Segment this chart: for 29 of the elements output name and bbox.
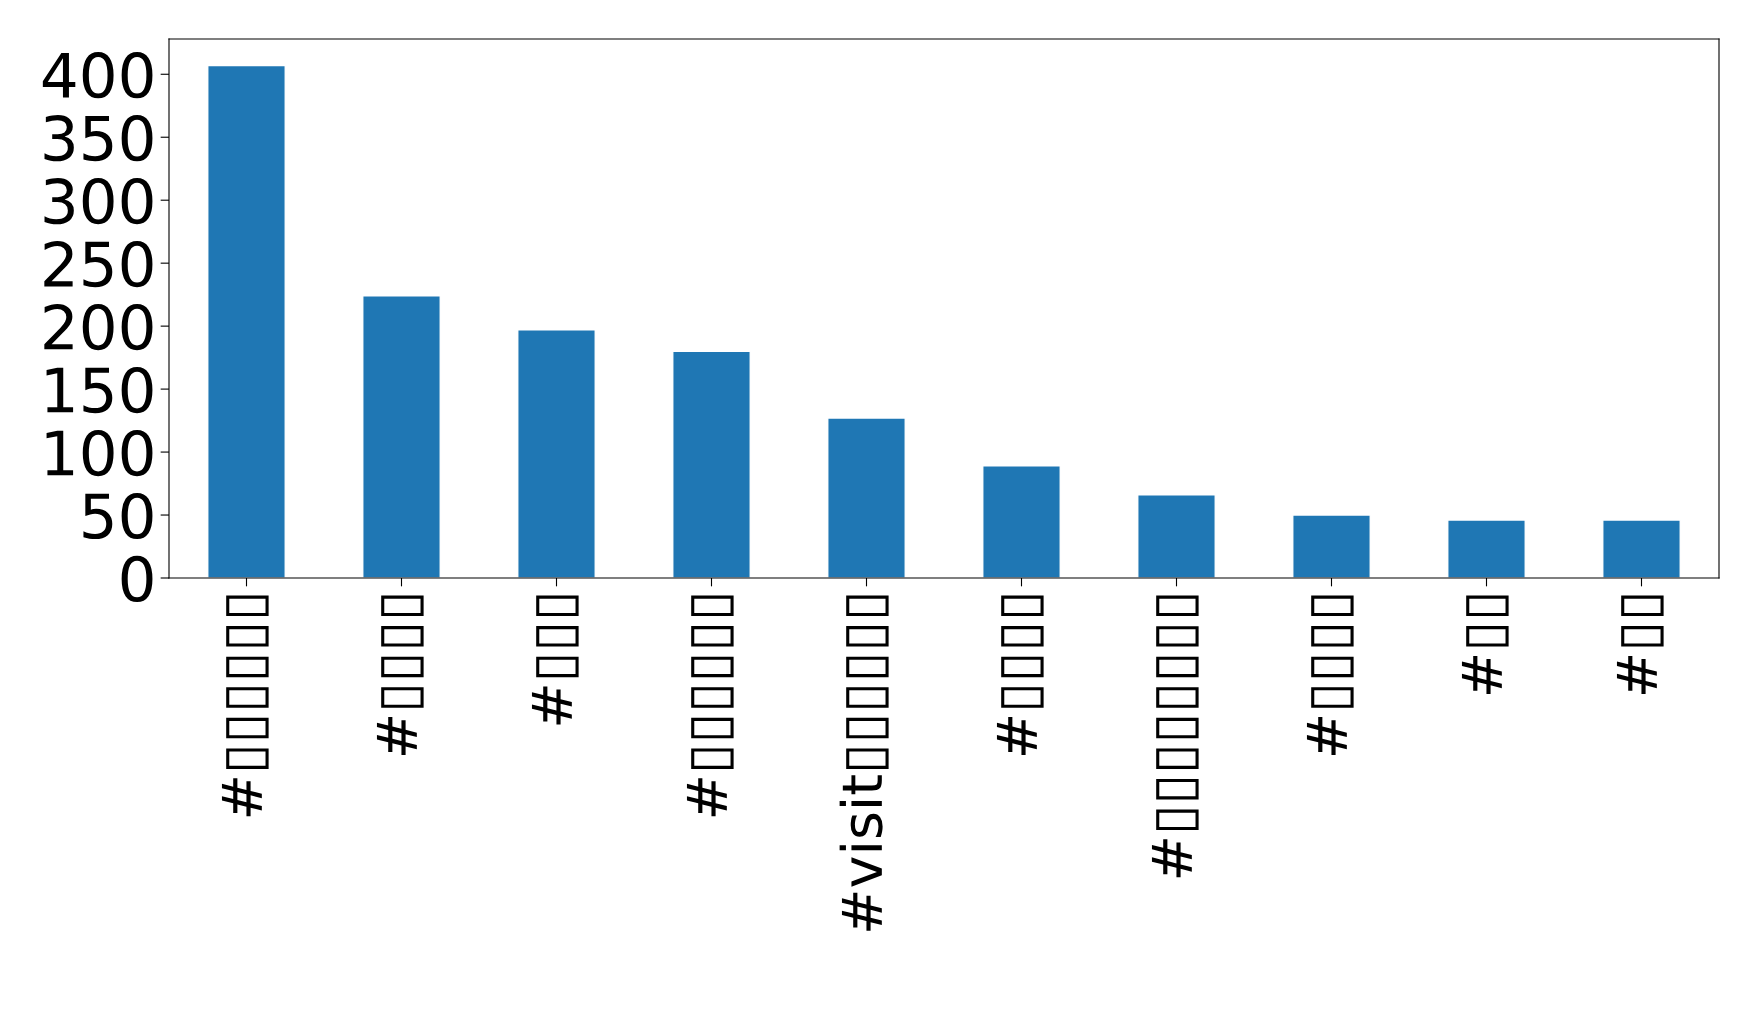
- bar: [827, 417, 906, 578]
- bar: [362, 295, 441, 578]
- bar: [1602, 519, 1681, 578]
- y-tick-label: 200: [44, 303, 153, 351]
- y-tick-label: 150: [46, 366, 153, 414]
- x-tick-label: #▯▯▯▯: [1306, 595, 1354, 756]
- x-tick-label: #▯▯: [1461, 595, 1509, 694]
- bar: [1292, 514, 1371, 578]
- x-tick-label: #▯▯▯▯▯▯: [686, 595, 734, 817]
- x-tick-label: #visit▯▯▯▯▯▯: [839, 595, 889, 931]
- bar: [672, 350, 751, 578]
- y-tick-label: 50: [83, 492, 153, 540]
- y-tick-label: 400: [42, 52, 153, 99]
- x-tick-label: #▯▯▯▯▯▯: [221, 595, 269, 817]
- bar: [1447, 519, 1526, 578]
- y-tick-label: 100: [46, 429, 153, 477]
- y-tick-label: 350: [44, 115, 153, 162]
- y-tick-label: 0: [121, 555, 153, 603]
- bar: [517, 329, 596, 578]
- x-tick-label: #▯▯▯▯▯▯▯▯: [1151, 595, 1199, 878]
- bar: [207, 64, 286, 578]
- x-tick-label: #▯▯▯▯: [996, 595, 1044, 756]
- bar: [982, 465, 1061, 578]
- bar: [1137, 494, 1216, 578]
- y-tick-label: 300: [44, 178, 153, 225]
- y-tick-label: 250: [44, 241, 153, 288]
- x-tick-label: #▯▯: [1616, 595, 1664, 694]
- x-tick-label: #▯▯▯▯: [376, 595, 424, 756]
- x-tick-label: #▯▯▯: [531, 595, 579, 725]
